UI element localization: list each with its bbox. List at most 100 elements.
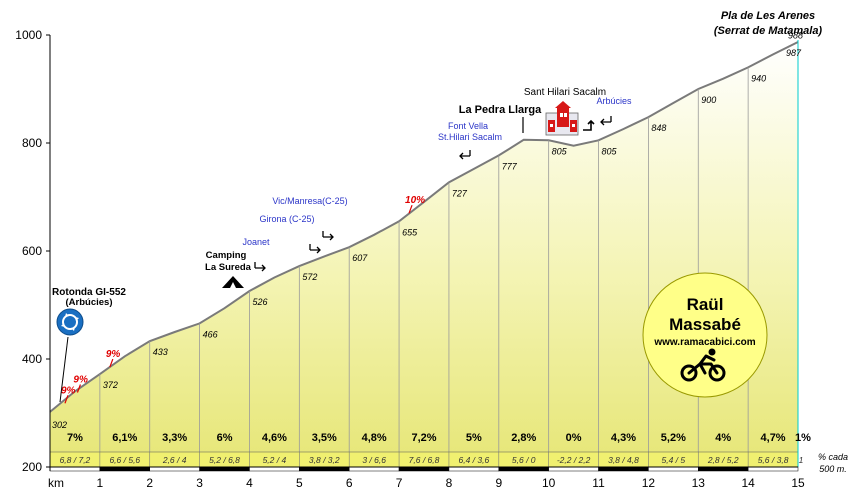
x-tick-label: 14	[741, 476, 755, 490]
x-tick-label: 13	[692, 476, 706, 490]
x-tick-label: 5	[296, 476, 303, 490]
y-tick-label: 1000	[15, 28, 42, 42]
segment-grade: 4,8%	[362, 432, 387, 444]
grade-interval-note-2: 500 m.	[819, 464, 847, 474]
segment-grade-range: 3,8 / 3,2	[309, 455, 340, 465]
logo-first-name: Raül	[687, 295, 724, 314]
x-tick-label: 15	[791, 476, 805, 490]
altitude-label: 900	[701, 95, 716, 105]
sant-hilari-turn-icon	[583, 119, 595, 131]
segment-grade-range: 1	[799, 455, 804, 465]
font-vella-sublabel: St.Hilari Sacalm	[438, 132, 502, 142]
km-scale-bar	[498, 466, 549, 472]
author-logo	[642, 272, 768, 398]
altitude-label: 466	[203, 329, 218, 339]
x-tick-label: 12	[642, 476, 656, 490]
grade-interval-note: % cada	[818, 452, 848, 462]
segment-grade-range: 2,6 / 4	[162, 455, 187, 465]
y-tick-label: 800	[22, 136, 42, 150]
y-tick-label: 600	[22, 244, 42, 258]
km-scale-bar	[747, 466, 799, 472]
roundabout-icon	[56, 308, 84, 336]
x-tick-label: 3	[196, 476, 203, 490]
x-tick-label: 7	[396, 476, 403, 490]
altitude-label: 777	[502, 161, 518, 171]
km-scale-bar	[348, 466, 400, 472]
pedra-llarga-label: La Pedra Llarga	[459, 104, 542, 116]
segment-grade-range: -2,2 / 2,2	[557, 455, 591, 465]
segment-grade-range: 7,6 / 6,8	[409, 455, 440, 465]
altitude-label: 655	[402, 227, 418, 237]
summit-title: Pla de Les Arenes	[721, 10, 815, 22]
km-scale-bar	[49, 466, 101, 472]
summit-subtitle: (Serrat de Matamala)	[714, 25, 823, 37]
joanet-right-arrow-icon	[254, 262, 266, 272]
y-tick-label: 400	[22, 352, 42, 366]
segment-grade-range: 6,6 / 5,6	[109, 455, 140, 465]
altitude-label: 805	[552, 146, 568, 156]
logo-last-name: Massabé	[669, 315, 741, 334]
segment-grade-range: 5,6 / 0	[512, 455, 536, 465]
girona-right-arrow-icon	[309, 244, 321, 254]
x-tick-label: 9	[495, 476, 502, 490]
font-vella-left-arrow-icon	[459, 150, 471, 160]
altitude-label: 607	[352, 253, 368, 263]
segment-grade-range: 6,4 / 3,6	[459, 455, 490, 465]
km-scale-bar	[299, 466, 350, 472]
logo-url: www.ramacabici.com	[653, 337, 755, 348]
segment-grade-range: 3,8 / 4,8	[608, 455, 639, 465]
altitude-label: 987	[786, 48, 802, 58]
altitude-label: 940	[751, 73, 766, 83]
segment-grade-range: 5,2 / 4	[263, 455, 287, 465]
rotonda-sublabel: (Arbúcies)	[66, 297, 113, 308]
km-scale-bar	[398, 466, 450, 472]
steep-marker-line	[408, 204, 413, 214]
cyclist-icon	[680, 348, 726, 382]
profile-line	[49, 41, 799, 413]
girona-label: Girona (C-25)	[259, 214, 314, 224]
altitude-label: 433	[153, 347, 168, 357]
segment-grade: 7,2%	[411, 432, 436, 444]
segment-grade-range: 5,6 / 3,8	[758, 455, 789, 465]
altitude-label: 572	[302, 272, 317, 282]
x-tick-label: 2	[146, 476, 153, 490]
x-tick-label: 6	[346, 476, 353, 490]
segment-grade: 3,3%	[162, 432, 187, 444]
segment-grade: 1%	[795, 432, 811, 444]
km-scale-bar	[249, 466, 300, 472]
segment-grade: 5%	[466, 432, 482, 444]
altitude-label: 302	[52, 420, 67, 430]
summit-altitude-label: 988	[788, 30, 803, 40]
km-scale-bar	[648, 466, 699, 472]
steep-marker-label: 9%	[73, 374, 88, 385]
altitude-label: 526	[252, 297, 267, 307]
segment-grade: 2,8%	[511, 432, 536, 444]
km-scale-bar	[598, 466, 649, 472]
x-tick-label: 10	[542, 476, 556, 490]
altitude-label: 805	[602, 146, 618, 156]
rotonda-pointer	[59, 336, 69, 403]
altitude-label: 848	[651, 123, 666, 133]
segment-grade-range: 3 / 6,6	[362, 455, 386, 465]
camping-label: Camping	[206, 250, 247, 261]
x-axis-label: km	[48, 476, 64, 490]
segment-grade: 0%	[566, 432, 582, 444]
sant-hilari-label: Sant Hilari Sacalm	[524, 87, 606, 98]
x-tick-label: 4	[246, 476, 253, 490]
altitude-label: 727	[452, 188, 468, 198]
segment-grade-range: 5,2 / 6,8	[209, 455, 240, 465]
rotonda-label: Rotonda GI-552	[52, 287, 126, 298]
town-icon	[545, 101, 579, 136]
segment-grade: 3,5%	[312, 432, 337, 444]
steep-marker-line	[64, 395, 69, 404]
steep-marker-label: 9%	[61, 385, 76, 396]
y-tick-label: 200	[22, 460, 42, 474]
steep-marker-label: 10%	[405, 195, 425, 206]
segment-grade: 6,1%	[112, 432, 137, 444]
arbucies-left-arrow-icon	[600, 116, 612, 126]
segment-grade: 4,7%	[761, 432, 786, 444]
km-scale-bar	[99, 466, 150, 472]
km-scale-bar	[548, 466, 599, 472]
km-scale-bar	[448, 466, 500, 472]
